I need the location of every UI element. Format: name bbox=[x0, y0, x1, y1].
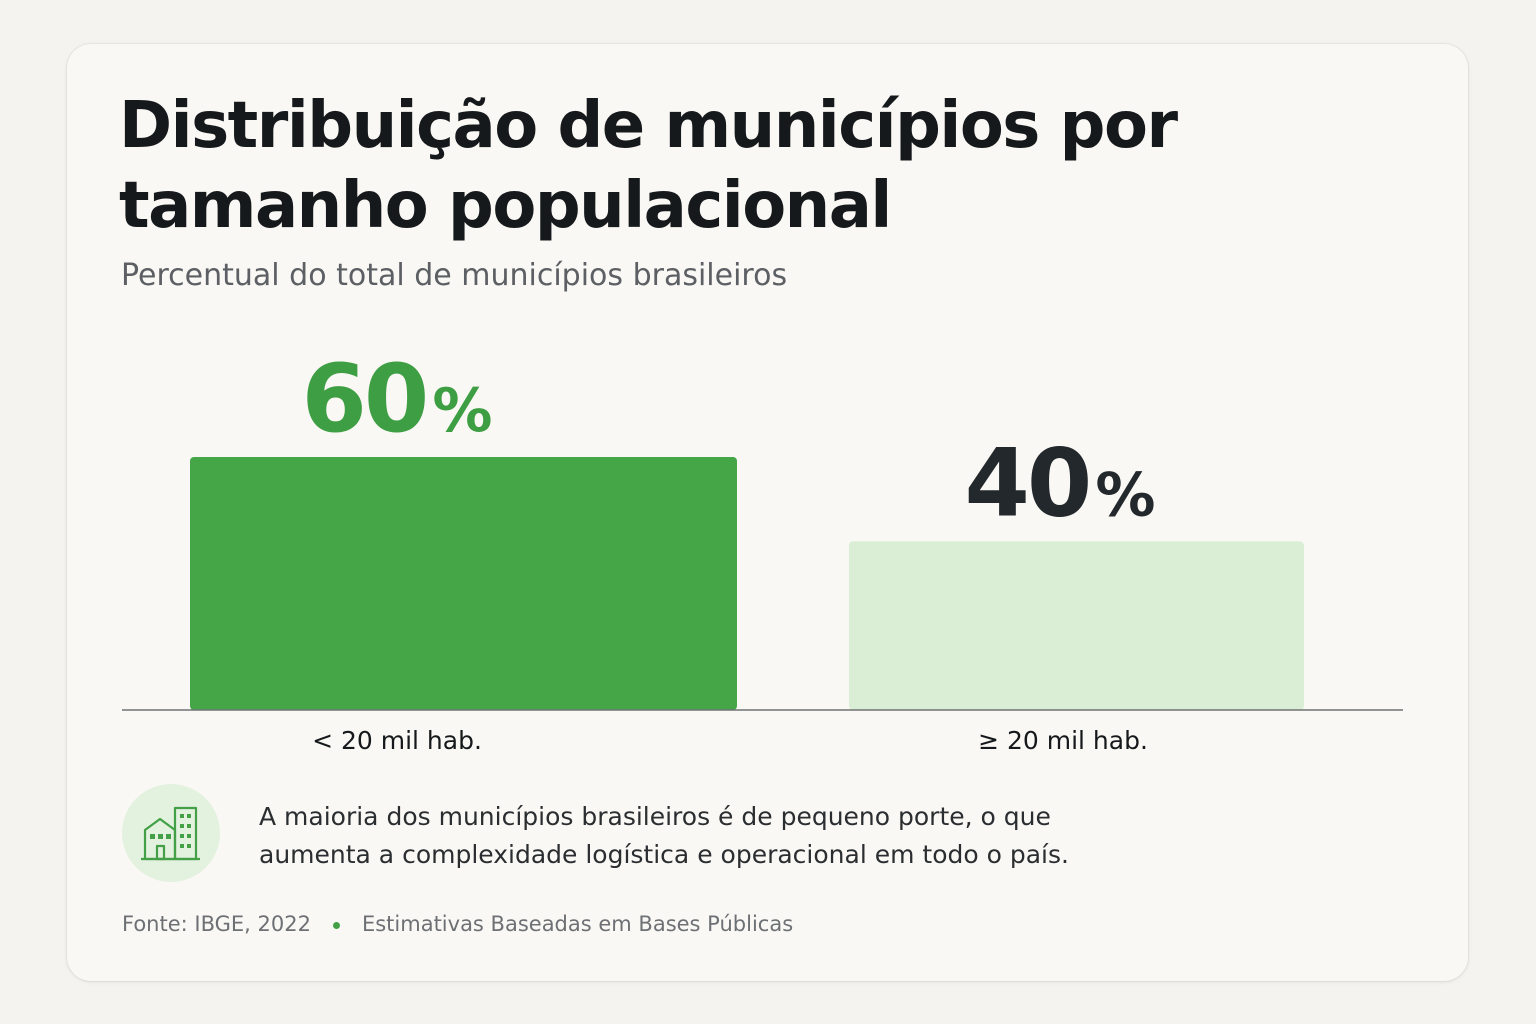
chart-title: Distribuição de municípios por tamanho p… bbox=[119, 89, 1178, 243]
note-text: A maioria dos municípios brasileiros é d… bbox=[259, 802, 1069, 869]
category-label-1: < 20 mil hab. bbox=[312, 726, 482, 755]
category-label-2: ≥ 20 mil hab. bbox=[978, 726, 1148, 755]
value-label-1: 60% bbox=[302, 345, 493, 454]
bar-1 bbox=[190, 457, 737, 710]
bar-2 bbox=[849, 541, 1304, 710]
note-icon-circle bbox=[122, 784, 220, 882]
buildings-icon bbox=[141, 806, 200, 861]
value-label-2: 40% bbox=[965, 429, 1156, 538]
footer-separator-dot bbox=[332, 921, 340, 929]
chart-card: Distribuição de municípios por tamanho p… bbox=[67, 44, 1468, 981]
bar-chart: 60 % < 20 mil hab. 40 % ≥ 20 mil hab. bbox=[122, 345, 1403, 755]
footer: Fonte: IBGE, 2022 Estimativas Baseadas em… bbox=[122, 912, 793, 936]
footer-remark: Estimativas Baseadas em Bases Públicas bbox=[361, 912, 794, 936]
footer-source: Fonte: IBGE, 2022 bbox=[122, 912, 311, 936]
chart-subtitle: Percentual do total de municípios brasil… bbox=[121, 258, 788, 293]
